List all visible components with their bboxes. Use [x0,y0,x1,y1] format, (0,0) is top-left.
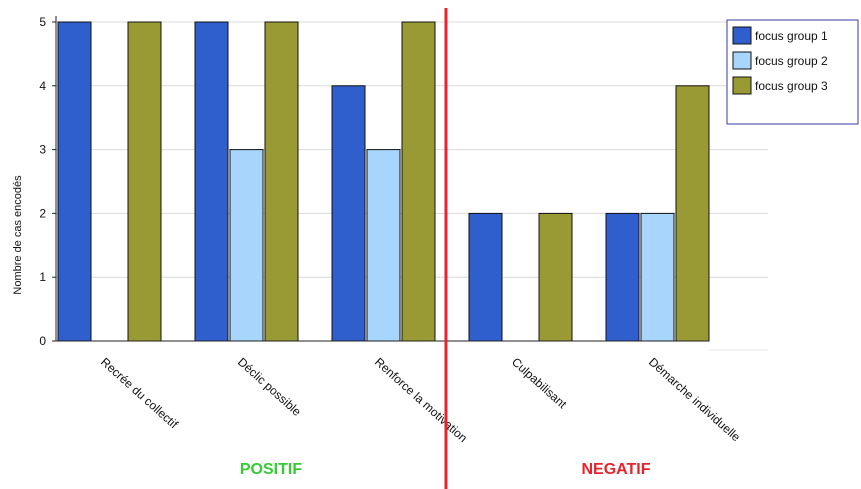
legend: focus group 1 focus group 2 focus group 3 [726,19,859,125]
bar [468,212,503,342]
category-labels: Recrée du collectif Déclic possible Renfor… [98,355,743,445]
y-ticks: 0 1 2 3 4 5 [39,15,56,348]
legend-swatch [732,26,752,45]
axes [55,16,768,351]
legend-label: focus group 3 [755,79,828,93]
y-tick-label: 0 [39,334,46,348]
group-label-positif: POSITIF [240,461,302,478]
bar [605,212,640,342]
bar [57,21,92,342]
y-tick-label: 1 [39,270,46,284]
legend-label: focus group 1 [755,29,828,43]
bar [194,21,229,342]
bar [675,85,710,342]
x-tick-label: Culpabilisant [509,355,570,412]
bar [366,149,401,342]
y-axis-label: Nombre de cas encodés [12,175,24,295]
y-tick-label: 4 [39,79,46,93]
bar [538,212,573,342]
y-tick-label: 2 [39,206,46,220]
bar [401,21,436,342]
x-tick-label: Recrée du collectif [98,355,181,432]
group-label-negatif: NEGATIF [581,461,650,478]
bar [264,21,299,342]
y-tick-label: 3 [39,143,46,157]
y-tick-label: 5 [39,15,46,29]
legend-swatch [732,76,752,95]
bar [229,149,264,342]
bar [640,212,675,342]
x-tick-label: Démarche individuelle [646,355,743,445]
bar [127,21,162,342]
bars [57,21,710,342]
legend-label: focus group 2 [755,54,828,68]
x-tick-label: Renforce la motivation [372,355,470,445]
legend-swatch [732,51,752,70]
bar [331,85,366,342]
x-tick-label: Déclic possible [235,355,304,419]
